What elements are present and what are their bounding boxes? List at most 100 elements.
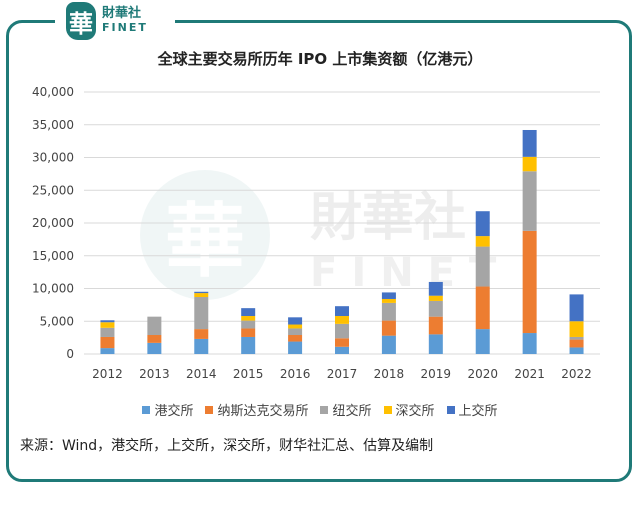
legend: 港交所 纳斯达克交易所 纽交所 深交所 上交所	[0, 400, 640, 419]
x-tick-label: 2021	[514, 367, 545, 381]
y-tick-label: 15,000	[32, 249, 74, 263]
bar-segment-2	[335, 323, 349, 339]
bar-segment-1	[288, 335, 303, 342]
chart-title: 全球主要交易所历年 IPO 上市集资额（亿港元）	[157, 50, 483, 68]
bar-segment-0	[335, 346, 349, 354]
source-note: 来源：Wind，港交所，上交所，深交所，财华社汇总、估算及编制	[20, 438, 434, 454]
y-tick-label: 10,000	[32, 282, 74, 296]
y-tick-label: 25,000	[32, 183, 74, 197]
bar-segment-1	[241, 328, 256, 337]
bar-segment-0	[147, 342, 162, 354]
legend-label: 上交所	[458, 404, 498, 419]
x-tick-label: 2017	[327, 367, 358, 381]
bar-segment-0	[241, 336, 256, 354]
bar-segment-1	[522, 230, 537, 334]
logo-en: FINET	[102, 21, 148, 34]
logo: 華 財華社 FINET	[62, 2, 152, 40]
legend-item: 深交所	[383, 400, 435, 419]
bar-segment-3	[475, 236, 490, 247]
bar-segment-4	[194, 291, 209, 294]
x-tick-label: 2016	[280, 367, 311, 381]
x-tick-label: 2019	[421, 367, 452, 381]
x-tick-label: 2022	[561, 367, 592, 381]
bar-segment-4	[241, 308, 256, 317]
bar-segment-1	[428, 316, 443, 335]
bar-segment-1	[147, 335, 162, 343]
legend-swatch	[142, 405, 151, 414]
bar-segment-0	[288, 341, 303, 354]
bar-segment-2	[241, 320, 256, 329]
bar-segment-3	[194, 293, 209, 298]
legend-item: 上交所	[446, 400, 498, 419]
bar-segment-3	[335, 316, 349, 324]
y-tick-label: 35,000	[32, 118, 74, 132]
y-tick-label: 20,000	[32, 216, 74, 230]
bar-segment-0	[194, 338, 209, 354]
y-tick-label: 30,000	[32, 151, 74, 165]
bar-segment-3	[288, 324, 303, 329]
bar-segment-4	[428, 281, 443, 296]
x-tick-label: 2013	[139, 367, 170, 381]
legend-item: 港交所	[142, 400, 193, 419]
bar-segment-2	[194, 297, 209, 330]
watermark-cn: 財華社	[310, 187, 467, 248]
bar-segment-2	[381, 302, 396, 321]
bar-segment-2	[100, 327, 115, 337]
legend-swatch	[383, 405, 392, 414]
bar-segment-1	[381, 320, 396, 336]
legend-swatch	[446, 405, 455, 414]
x-tick-label: 2020	[467, 367, 498, 381]
bar-segment-1	[475, 286, 490, 330]
bar-segment-0	[475, 329, 490, 354]
bar-segment-4	[288, 317, 303, 325]
bar-segment-2	[475, 246, 490, 287]
bar-segment-3	[241, 316, 256, 321]
watermark: 華 財華社 FINET	[140, 170, 510, 300]
legend-item: 纳斯达克交易所	[205, 400, 308, 419]
x-tick-label: 2014	[186, 367, 217, 381]
bar-segment-2	[288, 328, 303, 336]
bar-segment-0	[569, 347, 584, 354]
legend-swatch	[205, 405, 214, 414]
legend-item: 纽交所	[320, 400, 372, 419]
bar-segment-2	[428, 300, 443, 317]
bar-segment-2	[569, 336, 584, 340]
y-tick-label: 5,000	[40, 314, 74, 328]
bar-segment-4	[100, 320, 115, 323]
bar-segment-4	[475, 211, 490, 237]
bar-segment-3	[522, 156, 537, 172]
bar-segment-4	[522, 129, 537, 157]
bar-segment-0	[381, 335, 396, 354]
bar-segment-0	[522, 333, 537, 354]
bar-segment-3	[381, 298, 396, 303]
bar-segment-4	[569, 294, 584, 322]
logo-mark: 華	[66, 2, 96, 40]
watermark-mark: 華	[140, 170, 270, 300]
legend-label: 纳斯达克交易所	[217, 404, 309, 419]
bar-segment-2	[522, 171, 537, 231]
bar-segment-1	[100, 336, 115, 349]
bar-segment-2	[147, 316, 162, 336]
bar-segment-0	[100, 348, 115, 354]
bar-segment-1	[194, 329, 209, 339]
x-tick-label: 2015	[233, 367, 264, 381]
watermark-en: FINET	[310, 249, 511, 296]
legend-label: 纽交所	[332, 404, 372, 419]
x-tick-label: 2012	[92, 367, 123, 381]
card-frame	[6, 20, 632, 482]
y-tick-label: 40,000	[32, 85, 74, 99]
bar-segment-3	[100, 322, 115, 328]
bar-segment-4	[335, 306, 349, 317]
y-tick-label: 0	[66, 347, 74, 361]
bar-segment-0	[428, 334, 443, 354]
bar-segment-1	[335, 338, 349, 347]
legend-swatch	[320, 405, 329, 414]
logo-cn: 財華社	[102, 6, 142, 21]
bar-segment-1	[569, 339, 584, 348]
bar-segment-3	[569, 321, 584, 337]
x-tick-label: 2018	[374, 367, 405, 381]
bar-segment-3	[428, 295, 443, 301]
legend-label: 深交所	[395, 404, 435, 419]
legend-label: 港交所	[154, 404, 194, 419]
